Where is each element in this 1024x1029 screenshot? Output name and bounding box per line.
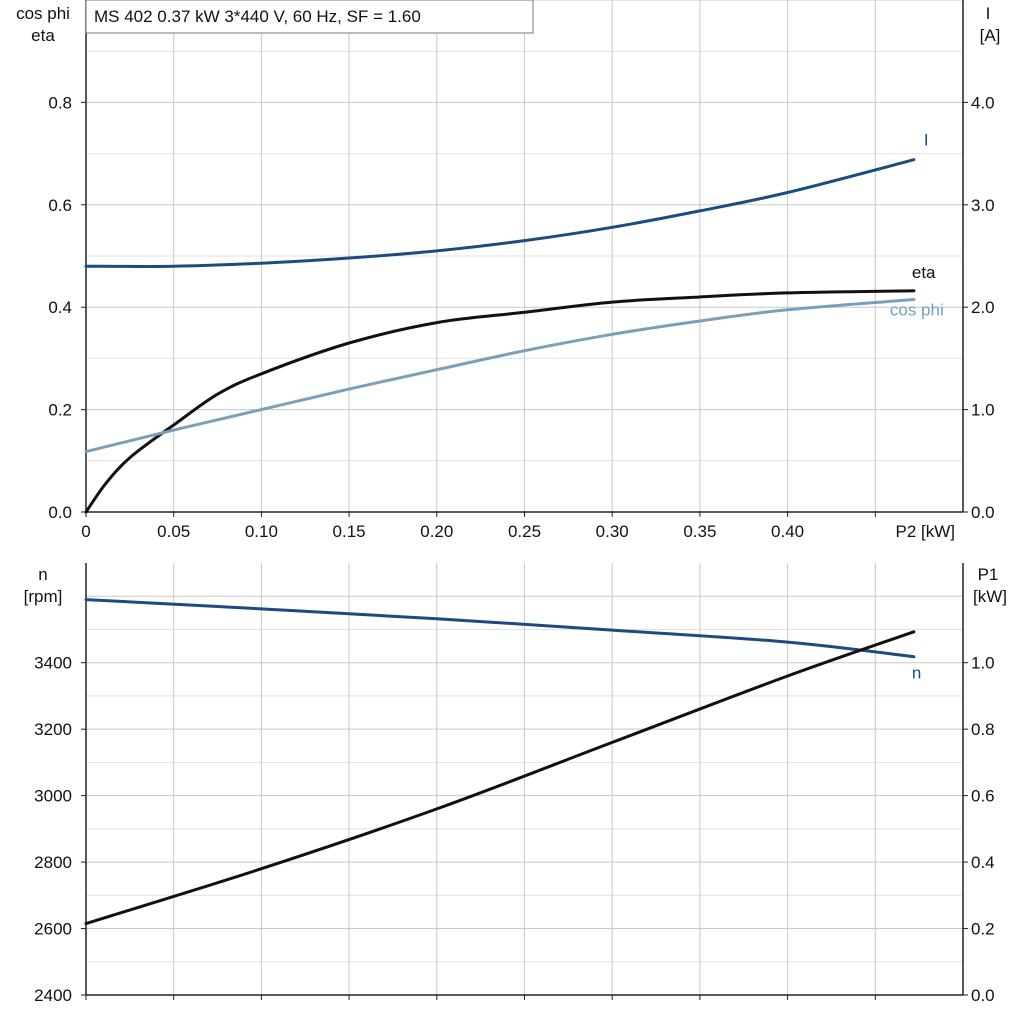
chart1-x-axis-label: P2 [kW]: [895, 522, 955, 541]
chart1-x-tick-label: 0.15: [333, 522, 366, 541]
chart2-y-right-tick-label: 0.8: [971, 720, 995, 739]
chart1-y-left-tick-label: 0.4: [48, 298, 72, 317]
chart1-y-right-tick-label: 0.0: [971, 503, 995, 522]
chart1-y-left-tick-label: 0.6: [48, 196, 72, 215]
chart2-y-left-tick-label: 2400: [34, 986, 72, 1005]
chart1-series-cos-phi-label: cos phi: [890, 301, 944, 320]
chart1-series-eta-line: [84, 289, 916, 514]
chart1-y-left-tick-label: 0.0: [48, 503, 72, 522]
chart1-series-i-line: [84, 158, 916, 268]
chart1-y-right-tick-label: 3.0: [971, 196, 995, 215]
chart2-y-right-tick-label: 0.4: [971, 853, 995, 872]
chart1-y-right-tick-label: 1.0: [971, 401, 995, 420]
chart2-y-left-tick-label: 2600: [34, 920, 72, 939]
chart1-x-tick-label: 0.25: [508, 522, 541, 541]
chart1-x-tick-label: 0.05: [157, 522, 190, 541]
chart1-series-eta-label: eta: [912, 263, 936, 282]
chart1-y-left-label-line1: cos phi: [16, 4, 70, 23]
chart1-y-left-tick-label: 0.8: [48, 93, 72, 112]
chart1-x-tick-label: 0: [81, 522, 90, 541]
chart1-title: MS 402 0.37 kW 3*440 V, 60 Hz, SF = 1.60: [94, 7, 421, 26]
chart1-y-right-label-line2: [A]: [980, 26, 1001, 45]
chart1-y-right-tick-label: 4.0: [971, 93, 995, 112]
chart2-series-n-line: [84, 598, 916, 659]
chart2-y-left-tick-label: 3200: [34, 720, 72, 739]
chart1-series-cos-phi-line: [84, 298, 916, 454]
chart2-y-right-label-line2: [kW]: [973, 587, 1007, 606]
chart1-y-right-tick-label: 2.0: [971, 298, 995, 317]
chart2-y-left-tick-label: 2800: [34, 853, 72, 872]
chart2-y-left-label-line1: n: [38, 565, 47, 584]
chart1-x-tick-label: 0.30: [596, 522, 629, 541]
chart1-y-left-tick-label: 0.2: [48, 401, 72, 420]
chart1-series-i-label: I: [924, 131, 929, 150]
chart2-y-left-tick-label: 3400: [34, 654, 72, 673]
chart2-y-right-tick-label: 0.0: [971, 986, 995, 1005]
chart2-y-right-tick-label: 0.6: [971, 787, 995, 806]
chart1-y-right-label-line1: I: [986, 4, 991, 23]
chart1-title-box: [85, 0, 534, 34]
chart1-x-tick-label: 0.20: [420, 522, 453, 541]
chart2-y-right-tick-label: 0.2: [971, 920, 995, 939]
chart1-x-tick-label: 0.35: [683, 522, 716, 541]
chart2-series-p1-line: [84, 630, 916, 926]
chart2-y-left-label-line2: [rpm]: [24, 587, 63, 606]
chart1-x-tick-label: 0.10: [245, 522, 278, 541]
chart2-y-right-label-line1: P1: [978, 565, 999, 584]
chart2-y-right-tick-label: 1.0: [971, 654, 995, 673]
chart1-y-left-label-line2: eta: [31, 26, 55, 45]
chart1-x-tick-label: 0.40: [771, 522, 804, 541]
chart2-series-n-label: n: [912, 664, 921, 683]
chart2-y-left-tick-label: 3000: [34, 787, 72, 806]
